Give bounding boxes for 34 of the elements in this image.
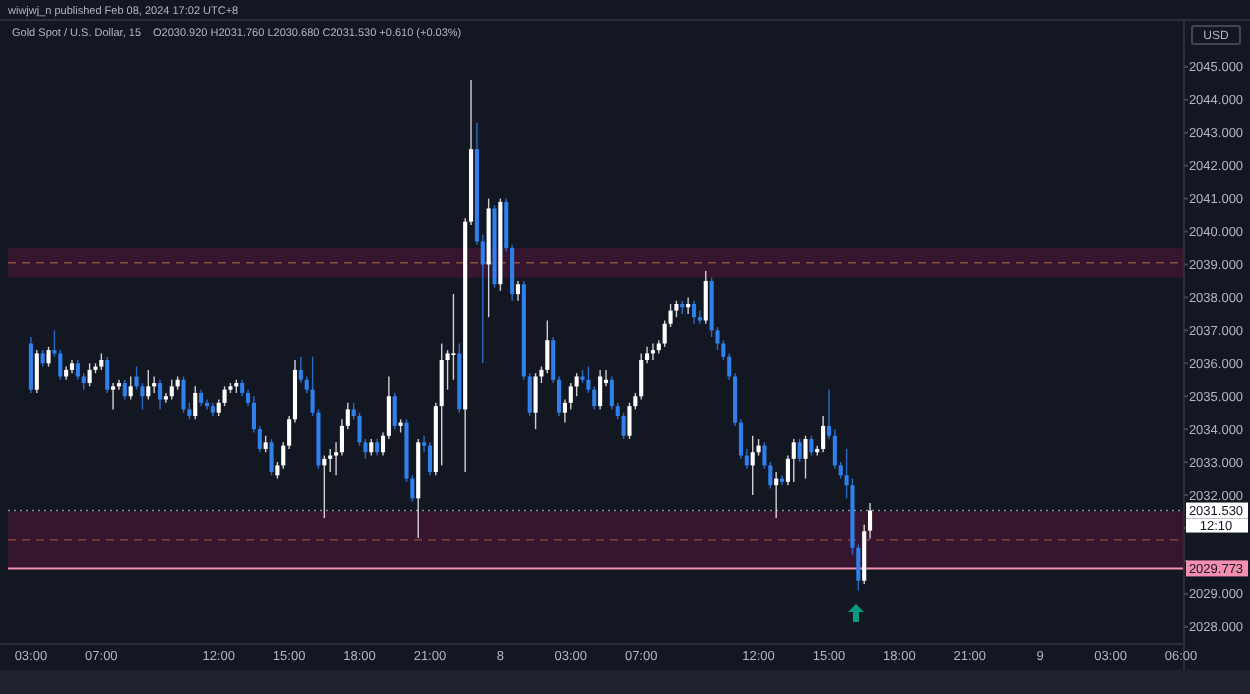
candlestick xyxy=(821,415,826,453)
candlestick xyxy=(703,270,708,325)
candlestick xyxy=(222,385,227,407)
candlestick xyxy=(691,300,697,325)
candlestick xyxy=(791,438,796,483)
candlestick xyxy=(439,342,444,467)
candlestick xyxy=(169,379,174,401)
candlestick xyxy=(128,375,133,401)
candlestick xyxy=(533,372,538,430)
candlestick xyxy=(809,435,814,457)
candlestick xyxy=(515,280,521,302)
candlestick xyxy=(427,441,433,476)
candlestick xyxy=(803,435,808,480)
candlestick xyxy=(157,379,163,411)
candlestick xyxy=(181,375,186,414)
candlestick xyxy=(750,435,755,496)
candlestick xyxy=(639,352,644,401)
candlestick xyxy=(111,382,116,411)
candlestick xyxy=(34,349,39,394)
candlestick xyxy=(105,356,110,394)
candlestick xyxy=(28,336,33,394)
candlestick xyxy=(598,369,603,411)
candlestick xyxy=(122,379,127,401)
candlestick xyxy=(451,293,456,381)
candlestick xyxy=(269,438,274,476)
candlestick xyxy=(146,369,151,401)
candlestick xyxy=(392,392,397,430)
candlestick xyxy=(87,362,92,388)
candlestick xyxy=(609,375,614,411)
candlestick xyxy=(193,385,198,420)
candlestick xyxy=(46,346,51,368)
candlestick xyxy=(797,438,802,463)
candlestick xyxy=(574,372,579,397)
candlestick xyxy=(621,412,626,440)
